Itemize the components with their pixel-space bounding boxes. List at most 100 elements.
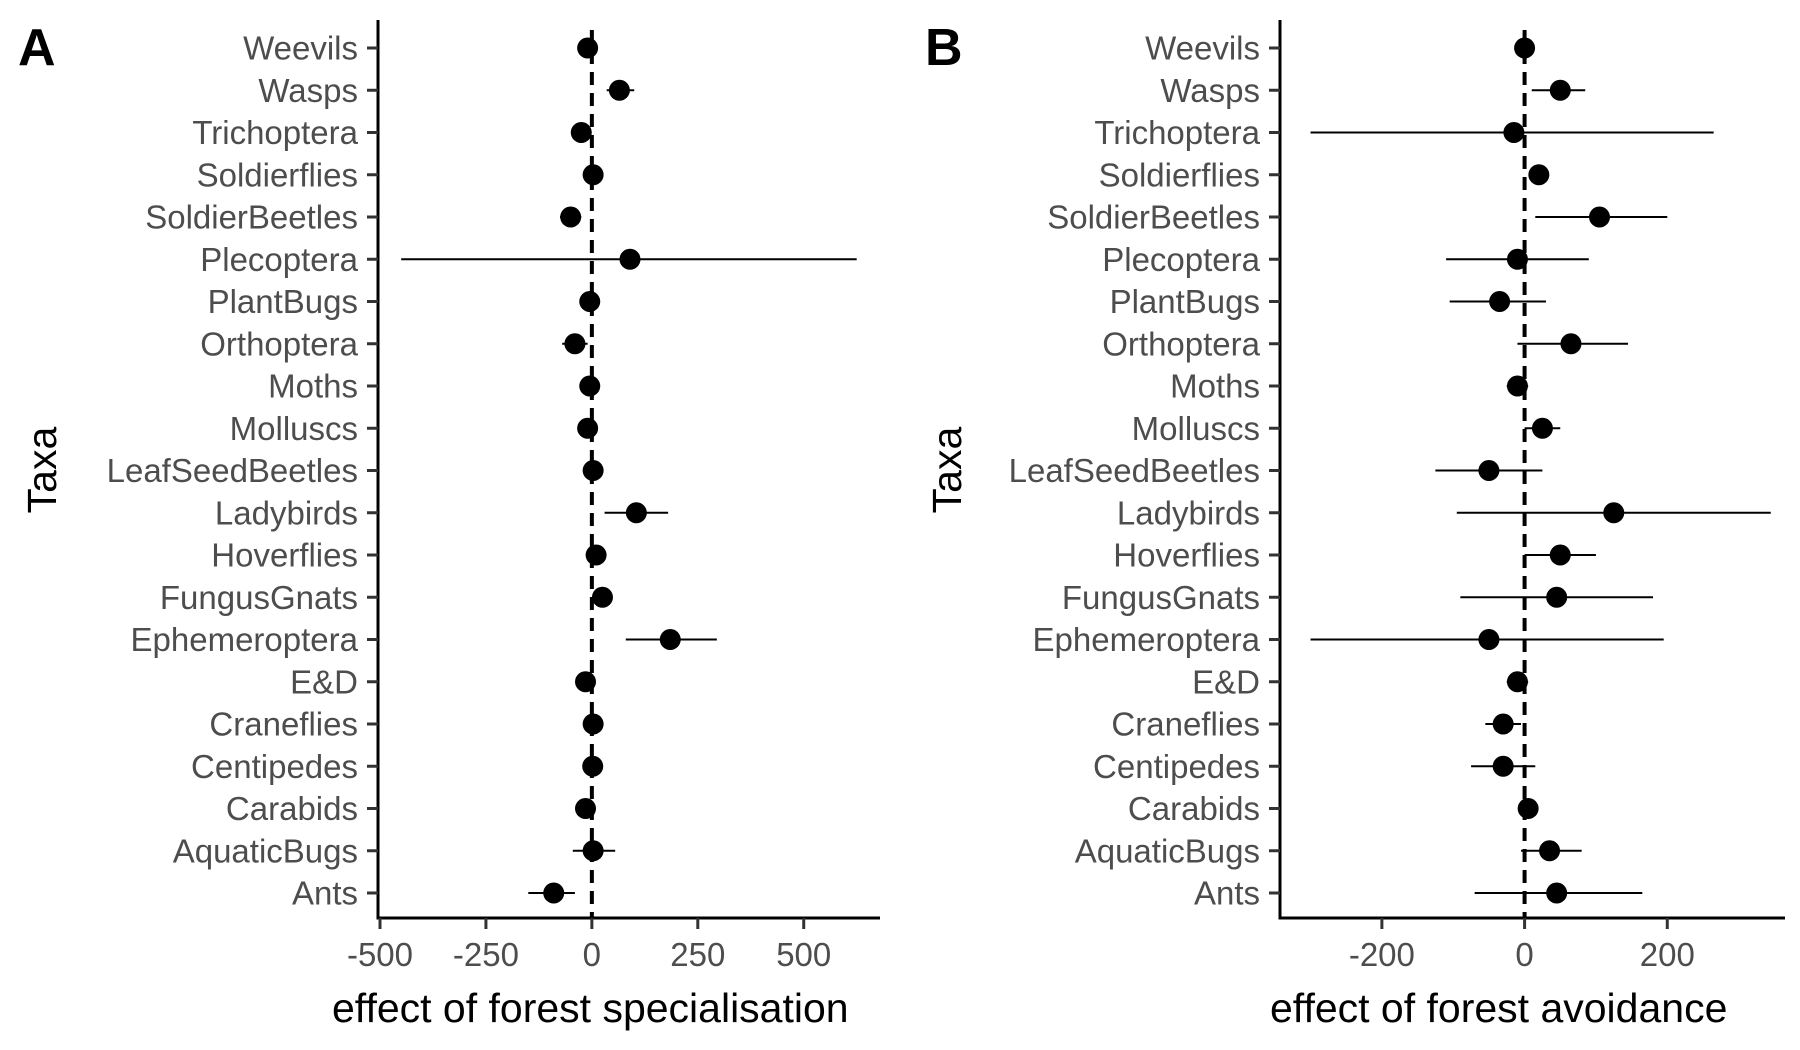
estimate-point-soldierflies: [582, 164, 604, 186]
y-tick-label-moths: Moths: [1170, 368, 1260, 405]
estimate-point-molluscs: [1531, 417, 1553, 439]
estimate-point-soldierbeetles: [560, 206, 582, 228]
y-tick-label-orthoptera: Orthoptera: [200, 325, 358, 362]
estimate-point-ants: [543, 882, 565, 904]
y-tick-label-trichoptera: Trichoptera: [192, 114, 358, 151]
y-tick-label-ephemeroptera: Ephemeroptera: [1033, 621, 1261, 658]
y-tick-label-eandd: E&D: [1192, 663, 1260, 700]
estimate-point-weevils: [577, 37, 599, 59]
estimate-point-trichoptera: [1503, 122, 1525, 143]
y-tick-label-plantbugs: PlantBugs: [208, 283, 358, 320]
y-tick-label-ladybirds: Ladybirds: [215, 494, 358, 531]
x-axis-title: effect of forest avoidance: [1270, 985, 1727, 1031]
estimate-point-plecoptera: [1506, 248, 1528, 270]
estimate-point-soldierflies: [1528, 164, 1550, 186]
y-axis-title: Taxa: [924, 427, 970, 514]
estimate-point-molluscs: [577, 417, 599, 439]
x-tick-label: 500: [776, 936, 831, 973]
estimate-point-moths: [1506, 375, 1528, 397]
y-tick-label-weevils: Weevils: [1145, 30, 1260, 67]
panel-a-forest-specialisation: A Taxa effect of forest specialisation -500…: [18, 19, 880, 1031]
y-tick-label-ephemeroptera: Ephemeroptera: [131, 621, 359, 658]
estimate-point-plecoptera: [619, 248, 641, 270]
estimate-point-carabids: [1517, 798, 1539, 819]
estimate-point-hoverflies: [585, 544, 607, 566]
y-tick-label-craneflies: Craneflies: [1111, 706, 1260, 743]
estimate-point-eandd: [1506, 671, 1528, 693]
y-axis-title: Taxa: [19, 427, 65, 514]
y-tick-label-craneflies: Craneflies: [209, 706, 358, 743]
y-tick-label-centipedes: Centipedes: [1093, 748, 1260, 785]
y-tick-label-soldierbeetles: SoldierBeetles: [145, 199, 358, 236]
x-tick-label: 200: [1640, 936, 1695, 973]
y-tick-label-molluscs: Molluscs: [230, 410, 358, 447]
estimate-point-plantbugs: [579, 291, 601, 312]
y-tick-label-plecoptera: Plecoptera: [1102, 241, 1260, 278]
estimate-point-orthoptera: [1560, 333, 1582, 355]
x-tick-label: 250: [670, 936, 725, 973]
y-tick-label-carabids: Carabids: [226, 790, 358, 827]
y-tick-label-hoverflies: Hoverflies: [211, 537, 358, 574]
estimate-point-fungusgnats: [591, 586, 613, 608]
estimate-point-fungusgnats: [1546, 586, 1568, 608]
estimate-point-moths: [579, 375, 601, 397]
panel-tag: B: [925, 19, 963, 77]
estimate-point-aquaticbugs: [582, 840, 604, 862]
estimate-point-leafseedbeetles: [1478, 460, 1500, 481]
y-tick-label-fungusgnats: FungusGnats: [160, 579, 358, 616]
x-tick-label: 0: [1515, 936, 1533, 973]
y-tick-label-wasps: Wasps: [258, 72, 358, 109]
estimate-point-ephemeroptera: [659, 629, 681, 650]
y-tick-label-plecoptera: Plecoptera: [200, 241, 358, 278]
estimate-point-aquaticbugs: [1539, 840, 1561, 862]
x-axis-title: effect of forest specialisation: [332, 985, 849, 1031]
estimate-point-ladybirds: [625, 502, 647, 524]
x-tick-label: -200: [1349, 936, 1415, 973]
estimate-point-soldierbeetles: [1588, 206, 1610, 228]
y-tick-label-soldierbeetles: SoldierBeetles: [1047, 199, 1260, 236]
panel-tag: A: [18, 19, 56, 77]
estimate-point-orthoptera: [564, 333, 586, 355]
estimate-point-plantbugs: [1489, 291, 1511, 312]
panel-b-forest-avoidance: B Taxa effect of forest avoidance -200 0 200 A…: [924, 19, 1785, 1031]
estimate-point-ants: [1546, 882, 1568, 904]
estimate-point-eandd: [575, 671, 597, 693]
y-tick-label-weevils: Weevils: [243, 30, 358, 67]
y-tick-label-ants: Ants: [292, 875, 358, 912]
estimate-point-leafseedbeetles: [582, 460, 604, 481]
y-tick-label-centipedes: Centipedes: [191, 748, 358, 785]
y-tick-label-ants: Ants: [1194, 875, 1260, 912]
y-tick-label-trichoptera: Trichoptera: [1094, 114, 1260, 151]
y-tick-label-soldierflies: Soldierflies: [1099, 156, 1260, 193]
estimate-point-hoverflies: [1549, 544, 1571, 566]
estimate-point-centipedes: [582, 755, 604, 777]
y-tick-label-plantbugs: PlantBugs: [1110, 283, 1260, 320]
x-tick-label: 0: [583, 936, 601, 973]
estimate-point-ephemeroptera: [1478, 629, 1500, 650]
y-tick-label-leafseedbeetles: LeafSeedBeetles: [1009, 452, 1260, 489]
estimate-point-carabids: [575, 798, 597, 819]
y-tick-label-moths: Moths: [268, 368, 358, 405]
estimate-point-wasps: [1549, 79, 1571, 101]
y-tick-label-leafseedbeetles: LeafSeedBeetles: [107, 452, 358, 489]
y-tick-label-orthoptera: Orthoptera: [1102, 325, 1260, 362]
estimate-point-craneflies: [582, 713, 604, 735]
y-tick-label-carabids: Carabids: [1128, 790, 1260, 827]
estimate-point-weevils: [1514, 37, 1536, 59]
y-tick-label-aquaticbugs: AquaticBugs: [1075, 832, 1260, 869]
y-tick-label-hoverflies: Hoverflies: [1113, 537, 1260, 574]
estimate-point-centipedes: [1492, 755, 1514, 777]
y-tick-label-soldierflies: Soldierflies: [197, 156, 358, 193]
estimate-point-trichoptera: [570, 122, 592, 143]
estimate-point-ladybirds: [1603, 502, 1625, 524]
y-tick-label-ladybirds: Ladybirds: [1117, 494, 1260, 531]
estimate-point-wasps: [608, 79, 630, 101]
y-tick-label-eandd: E&D: [290, 663, 358, 700]
x-tick-label: -250: [453, 936, 519, 973]
y-tick-label-fungusgnats: FungusGnats: [1062, 579, 1260, 616]
x-tick-label: -500: [347, 936, 413, 973]
y-tick-label-wasps: Wasps: [1160, 72, 1260, 109]
estimate-point-craneflies: [1492, 713, 1514, 735]
y-tick-label-molluscs: Molluscs: [1132, 410, 1260, 447]
